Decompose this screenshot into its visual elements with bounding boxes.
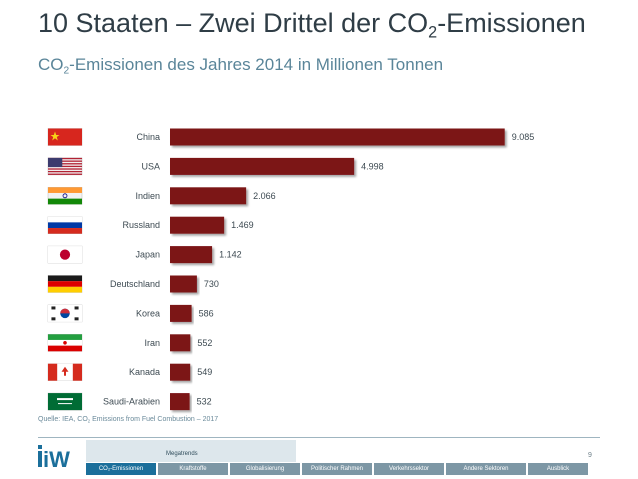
nav-tab-co-emissionen[interactable]: CO₂-Emissionen <box>86 463 156 475</box>
source-note: Quelle: IEA, CO2 Emissions from Fuel Com… <box>38 416 219 424</box>
category-label-saudi-arabien: Saudi-Arabien <box>103 397 160 407</box>
value-label-usa: 4.998 <box>361 161 384 171</box>
nav-group-bg <box>86 440 296 462</box>
bar-china <box>170 128 505 146</box>
footer-divider <box>38 437 600 438</box>
page-subtitle: CO2-Emissionen des Jahres 2014 in Millio… <box>38 55 444 77</box>
value-label-saudi-arabien: 532 <box>197 397 212 407</box>
category-label-china: China <box>136 132 160 142</box>
russia-flag-icon <box>47 216 83 234</box>
china-flag-icon <box>47 128 83 146</box>
value-label-iran: 552 <box>197 338 212 348</box>
nav-tab-kraftstoffe[interactable]: Kraftstoffe <box>158 463 228 475</box>
korea-flag-icon <box>47 304 83 323</box>
japan-flag-icon <box>47 245 83 264</box>
nav-tab-globalisierung[interactable]: Globalisierung <box>230 463 300 475</box>
value-label-indien: 2.066 <box>253 191 276 201</box>
category-label-korea: Korea <box>136 308 160 318</box>
nav-tab-verkehrssektor[interactable]: Verkehrssektor <box>374 463 444 475</box>
bar-iran <box>170 334 191 352</box>
section-navigation: CO₂-Emissionen Kraftstoffe Globalisierung P… <box>86 463 590 475</box>
saudi-arabia-flag-icon <box>47 392 83 411</box>
canada-flag-icon <box>47 363 83 381</box>
value-label-russland: 1.469 <box>231 220 254 230</box>
category-label-japan: Japan <box>135 250 160 260</box>
nav-tab-politischer-rahmen[interactable]: Politischer Rahmen <box>302 463 372 475</box>
bar-saudi-arabien <box>170 393 190 411</box>
category-label-indien: Indien <box>135 191 160 201</box>
value-label-japan: 1.142 <box>219 250 242 260</box>
bar-japan <box>170 246 213 264</box>
value-label-korea: 586 <box>199 308 214 318</box>
value-label-china: 9.085 <box>512 132 535 142</box>
bar-deutschland <box>170 275 197 293</box>
nav-tab-andere-sektoren[interactable]: Andere Sektoren <box>446 463 526 475</box>
bar-kanada <box>170 363 191 381</box>
bar-usa <box>170 157 355 175</box>
category-label-usa: USA <box>141 161 160 171</box>
bar-russland <box>170 216 225 234</box>
bar-chart: China USA Indien Russland Japan Deutschland Ko… <box>47 128 535 411</box>
iw-logo-icon: iW <box>38 445 70 470</box>
category-label-deutschland: Deutschland <box>110 279 160 289</box>
bar-indien <box>170 187 247 205</box>
page-title: 10 Staaten – Zwei Drittel der CO2-Emissi… <box>38 8 586 42</box>
germany-flag-icon <box>47 275 83 293</box>
value-label-kanada: 549 <box>197 367 212 377</box>
category-label-kanada: Kanada <box>129 367 160 377</box>
usa-flag-icon <box>47 157 83 176</box>
iran-flag-icon <box>47 334 83 352</box>
page-number: 9 <box>588 452 592 459</box>
bar-korea <box>170 304 192 322</box>
india-flag-icon <box>47 187 83 205</box>
category-label-russland: Russland <box>122 220 160 230</box>
category-label-iran: Iran <box>144 338 160 348</box>
nav-group-label: Megatrends <box>166 451 198 457</box>
value-label-deutschland: 730 <box>204 279 219 289</box>
nav-tab-ausblick[interactable]: Ausblick <box>528 463 588 475</box>
logo-text: iW <box>43 447 70 470</box>
